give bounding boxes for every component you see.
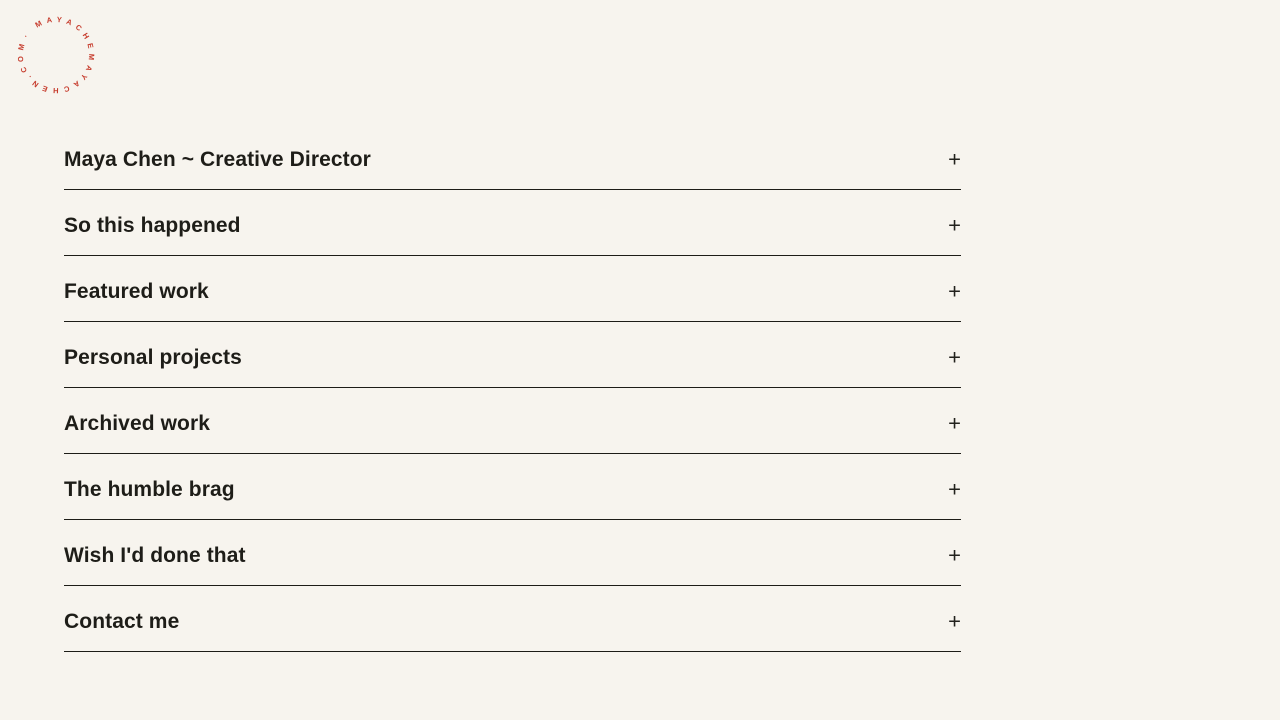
plus-icon[interactable]: + <box>948 609 961 634</box>
accordion-item-label: Personal projects <box>64 346 242 369</box>
accordion-menu: Maya Chen ~ Creative Director + So this … <box>64 124 961 652</box>
circular-logo-icon: · MAYACHEMAYACHEN.COM <box>16 15 96 95</box>
accordion-item-label: Archived work <box>64 412 211 435</box>
accordion-item-featured-work[interactable]: Featured work + <box>64 256 961 322</box>
plus-icon[interactable]: + <box>948 543 961 568</box>
accordion-item-label: The humble brag <box>64 478 235 501</box>
plus-icon[interactable]: + <box>948 213 961 238</box>
site-logo[interactable]: · MAYACHEMAYACHEN.COM <box>0 0 112 112</box>
plus-icon[interactable]: + <box>948 477 961 502</box>
accordion-item-label: Wish I'd done that <box>64 544 246 567</box>
accordion-item-archived-work[interactable]: Archived work + <box>64 388 961 454</box>
plus-icon[interactable]: + <box>948 411 961 436</box>
plus-icon[interactable]: + <box>948 147 961 172</box>
accordion-item-contact-me[interactable]: Contact me + <box>64 586 961 652</box>
circular-logo-text: · MAYACHEMAYACHEN.COM <box>16 15 96 95</box>
accordion-item-label: Contact me <box>64 610 180 633</box>
accordion-item-wish-id-done-that[interactable]: Wish I'd done that + <box>64 520 961 586</box>
accordion-item-label: Featured work <box>64 280 209 303</box>
accordion-item-label: Maya Chen ~ Creative Director <box>64 148 371 171</box>
plus-icon[interactable]: + <box>948 279 961 304</box>
accordion-item-the-humble-brag[interactable]: The humble brag + <box>64 454 961 520</box>
accordion-item-label: So this happened <box>64 214 241 237</box>
plus-icon[interactable]: + <box>948 345 961 370</box>
accordion-item-so-this-happened[interactable]: So this happened + <box>64 190 961 256</box>
accordion-item-personal-projects[interactable]: Personal projects + <box>64 322 961 388</box>
accordion-item-maya-chen-creative-director[interactable]: Maya Chen ~ Creative Director + <box>64 124 961 190</box>
